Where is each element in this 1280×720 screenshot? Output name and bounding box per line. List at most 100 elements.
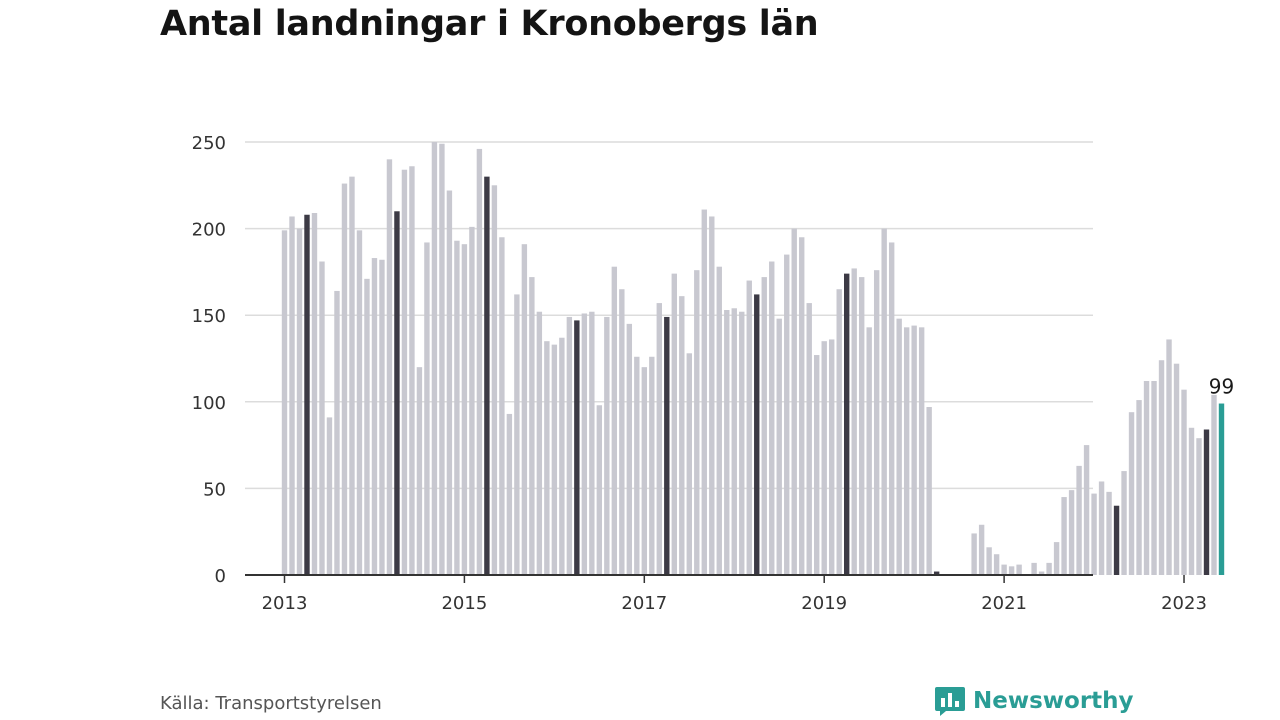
bar (814, 355, 820, 575)
bar (334, 290, 340, 575)
x-tick-label: 2017 (621, 593, 667, 614)
bar (769, 261, 775, 575)
bar (881, 228, 887, 575)
bar (926, 406, 932, 575)
bar (454, 240, 460, 575)
bar (686, 353, 692, 575)
bar (933, 571, 940, 575)
bar (529, 277, 535, 575)
bar (446, 190, 453, 575)
bar (649, 356, 655, 575)
bar (776, 318, 782, 575)
bar (1136, 400, 1142, 575)
bar (1218, 403, 1225, 575)
bar (1181, 389, 1187, 575)
bar (416, 367, 423, 575)
bar (701, 209, 707, 575)
x-tick-label: 2021 (981, 593, 1027, 614)
bar-chart: 0 50 100 150 200 250 2013 2015 2017 2019 2021 2023… (192, 133, 1235, 614)
bar (319, 261, 325, 575)
y-tick-label: 150 (192, 306, 226, 327)
bar (641, 367, 648, 575)
x-tick-label: 2013 (262, 593, 308, 614)
bar (1031, 562, 1037, 575)
bar (1143, 381, 1150, 575)
bar (596, 405, 603, 575)
bar (326, 417, 333, 575)
bar (349, 176, 355, 575)
bar (888, 242, 895, 575)
bar (476, 148, 483, 576)
bar (1166, 339, 1172, 575)
bar (341, 183, 348, 575)
bar (559, 337, 565, 575)
bar (739, 311, 745, 575)
bar (491, 185, 498, 576)
bar (664, 316, 670, 575)
bar (469, 226, 475, 576)
bar (604, 316, 610, 575)
bar (851, 268, 857, 575)
bar (1151, 381, 1157, 575)
bar (499, 237, 505, 575)
bar (431, 142, 438, 575)
bar (461, 244, 468, 576)
x-tick-label: 2023 (1161, 593, 1207, 614)
bar (536, 311, 543, 575)
brand-name: Newsworthy (973, 688, 1134, 714)
bar (611, 266, 618, 575)
bar (1121, 471, 1127, 575)
bar (829, 339, 835, 575)
bar (1038, 571, 1045, 575)
bar (311, 213, 318, 575)
bar (799, 237, 805, 575)
bar (371, 258, 378, 575)
y-tick-label: 200 (192, 220, 226, 241)
bar (484, 176, 490, 575)
bar (1076, 465, 1082, 575)
bar (289, 216, 295, 575)
bar (986, 547, 992, 575)
bar (731, 308, 737, 575)
bar (1098, 481, 1105, 575)
bar (1091, 493, 1097, 575)
bar (1188, 427, 1195, 575)
bar (724, 310, 730, 575)
bar (911, 325, 917, 575)
y-axis-ticks: 0 50 100 150 200 250 (192, 133, 226, 587)
bar (1113, 505, 1120, 575)
y-tick-label: 0 (215, 566, 226, 587)
bar (296, 228, 303, 575)
bar (896, 318, 902, 575)
bar (784, 254, 790, 575)
bar (754, 294, 760, 575)
bar (656, 303, 662, 575)
data-labels: 99 (1209, 375, 1234, 399)
bar (1128, 412, 1135, 575)
x-tick-label: 2015 (441, 593, 487, 614)
newsworthy-logo-icon (935, 687, 965, 716)
brand-logo: Newsworthy (933, 684, 1134, 718)
bar (574, 320, 580, 575)
bar (1008, 566, 1015, 575)
y-tick-label: 250 (192, 133, 226, 154)
bar (791, 228, 797, 575)
bar (1068, 490, 1075, 575)
bar (1083, 445, 1090, 575)
bar (521, 244, 528, 576)
bar (626, 323, 633, 575)
bar (806, 303, 812, 575)
bar (709, 216, 715, 575)
bar (1061, 497, 1067, 575)
bar (424, 242, 430, 575)
bar (971, 533, 977, 575)
x-tick-label: 2019 (801, 593, 847, 614)
bar (716, 266, 722, 575)
bar (356, 230, 363, 575)
bar (873, 270, 880, 575)
y-tick-label: 100 (192, 393, 226, 414)
bar (918, 327, 925, 575)
bar (1001, 564, 1007, 575)
bar (1203, 429, 1210, 575)
bar (1158, 360, 1165, 575)
